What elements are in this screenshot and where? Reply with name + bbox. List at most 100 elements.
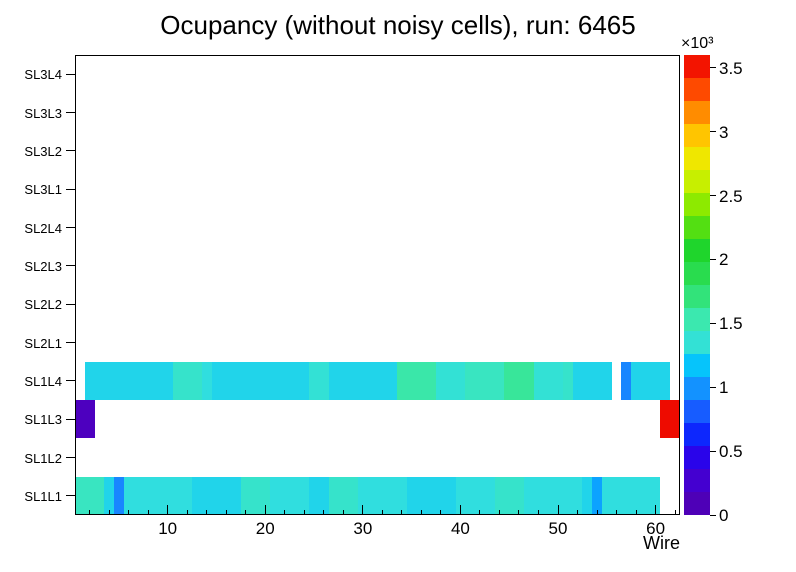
z-axis-tick xyxy=(710,195,716,197)
x-axis-minor-tick xyxy=(89,510,91,515)
x-axis-minor-tick xyxy=(479,510,481,515)
heatmap-cell-sl1l1-w27-29 xyxy=(328,476,358,515)
y-axis-tick xyxy=(66,418,75,420)
z-axis-tick xyxy=(710,67,716,69)
heatmap-cell-sl1l4-w2-10 xyxy=(84,361,173,400)
x-axis-minor-tick xyxy=(128,510,130,515)
y-axis-tick xyxy=(66,265,75,267)
x-axis-minor-tick xyxy=(206,510,208,515)
x-axis-tick-label: 30 xyxy=(353,519,373,538)
x-axis-tick xyxy=(264,505,266,515)
x-axis-minor-tick xyxy=(518,510,520,515)
y-axis-tick xyxy=(66,227,75,228)
heatmap-cell-sl1l1-w21-24 xyxy=(270,476,310,515)
heatmap-cell-sl1l1-w6-12 xyxy=(123,476,193,515)
x-axis-tick-label: 40 xyxy=(450,519,470,538)
z-axis-exponent-label: ×10³ xyxy=(681,35,714,52)
x-axis-tick xyxy=(167,505,169,515)
z-axis-tick-label: 2.5 xyxy=(719,186,743,206)
y-axis-label-sl3l3: SL3L3 xyxy=(24,105,62,121)
z-axis-tick-label: 3 xyxy=(719,122,729,142)
y-axis-label-sl3l1: SL3L1 xyxy=(24,182,62,198)
y-axis-label-sl2l2: SL2L2 xyxy=(24,297,62,313)
y-axis-tick xyxy=(66,112,75,113)
y-axis-label-sl1l4: SL1L4 xyxy=(24,373,62,389)
x-axis-tick xyxy=(655,505,657,515)
x-axis-minor-tick xyxy=(284,510,286,515)
x-axis-minor-tick xyxy=(635,510,637,515)
x-axis-tick-label: 20 xyxy=(255,519,275,538)
x-axis-minor-tick xyxy=(674,510,676,515)
y-axis-tick xyxy=(66,303,75,305)
x-axis-minor-tick xyxy=(401,510,403,515)
x-axis-minor-tick xyxy=(440,510,442,515)
heatmap-cell-sl1l1-w13-17 xyxy=(192,476,241,515)
x-axis-minor-tick xyxy=(420,510,422,515)
plot-title: Ocupancy (without noisy cells), run: 646… xyxy=(160,10,636,40)
heatmap-cell-sl1l3-w61-62 xyxy=(660,400,680,439)
heatmap-cell-sl1l1-w40-43 xyxy=(455,476,495,515)
y-axis-tick xyxy=(66,457,75,458)
y-axis-label-sl2l4: SL2L4 xyxy=(24,220,62,236)
y-axis-label-sl2l3: SL2L3 xyxy=(24,258,62,274)
x-axis-minor-tick xyxy=(538,510,539,515)
heatmap-cell-sl1l4-w41-44 xyxy=(465,361,505,400)
y-axis-label-sl2l1: SL2L1 xyxy=(24,335,62,351)
heatmap-cell-sl1l1-w35-39 xyxy=(406,476,456,515)
z-axis-tick xyxy=(710,386,716,388)
z-axis-tick xyxy=(710,131,716,133)
y-axis-tick xyxy=(66,73,75,75)
y-axis-label-sl1l3: SL1L3 xyxy=(24,412,62,428)
y-axis-tick xyxy=(66,150,75,152)
heatmap-cell-sl1l4-w58-61 xyxy=(631,361,671,400)
x-axis-minor-tick xyxy=(225,510,227,515)
x-axis-tick xyxy=(362,505,364,515)
heatmap-cell-sl1l1-w25-26 xyxy=(309,476,329,515)
z-axis-tick xyxy=(710,322,716,324)
heatmap-cell-sl1l4-w27-33 xyxy=(328,361,397,400)
x-axis-minor-tick xyxy=(342,510,344,515)
z-axis-tick-label: 3.5 xyxy=(719,58,743,78)
z-axis-tick-label: 0.5 xyxy=(719,442,743,462)
heatmap-cell-sl1l1-w54-54 xyxy=(592,476,602,515)
heatmap-cell-sl1l1-w53-53 xyxy=(582,476,593,515)
heatmap-cell-sl1l1-w5-5 xyxy=(114,476,124,515)
heatmap-cell-sl1l4-w14-14 xyxy=(201,361,212,400)
heatmap-cell-sl1l4-w57-57 xyxy=(621,361,632,400)
heatmap-cell-sl1l1-w55-60 xyxy=(601,476,661,515)
x-axis-tick xyxy=(557,505,559,515)
x-axis-minor-tick xyxy=(108,510,110,515)
heatmap-cell-sl1l4-w38-40 xyxy=(436,361,466,400)
heatmap-cell-sl1l4-w45-47 xyxy=(504,361,534,400)
x-axis-minor-tick xyxy=(577,510,579,515)
y-axis-tick xyxy=(66,495,75,497)
x-axis-minor-tick xyxy=(323,510,325,515)
z-axis-tick-label: 1 xyxy=(719,378,729,398)
y-axis-label-sl1l2: SL1L2 xyxy=(24,450,62,466)
heatmap-cell-sl1l3-w1-2 xyxy=(75,400,95,439)
x-axis-tick-label: 60 xyxy=(646,519,666,538)
z-axis-tick xyxy=(710,514,716,516)
color-palette-bar xyxy=(684,55,710,515)
y-axis-tick xyxy=(66,342,75,343)
x-axis-minor-tick xyxy=(498,510,500,515)
x-axis-minor-tick xyxy=(303,510,305,515)
x-axis-tick-label: 10 xyxy=(158,519,178,538)
y-axis-tick xyxy=(66,380,75,382)
heatmap-cell-sl1l4-w51-51 xyxy=(562,361,573,400)
heatmap-cell-sl1l1-w47-52 xyxy=(523,476,583,515)
heatmap-cell-sl1l4-w15-24 xyxy=(211,361,310,400)
z-axis-tick xyxy=(710,258,716,260)
x-axis-minor-tick xyxy=(381,510,383,515)
heatmap-cell-sl1l1-w44-46 xyxy=(494,476,524,515)
y-axis-label-sl3l2: SL3L2 xyxy=(24,143,62,159)
y-axis-tick xyxy=(66,188,75,190)
heatmap-cell-sl1l4-w52-55 xyxy=(572,361,612,400)
x-axis-tick-label: 50 xyxy=(548,519,568,538)
heatmap-cell-sl1l1-w1-3 xyxy=(75,476,105,515)
x-axis-tick xyxy=(459,505,461,515)
z-axis-tick-label: 1.5 xyxy=(719,314,743,334)
x-axis-minor-tick xyxy=(186,510,188,515)
x-axis-title: Wire xyxy=(643,533,680,553)
